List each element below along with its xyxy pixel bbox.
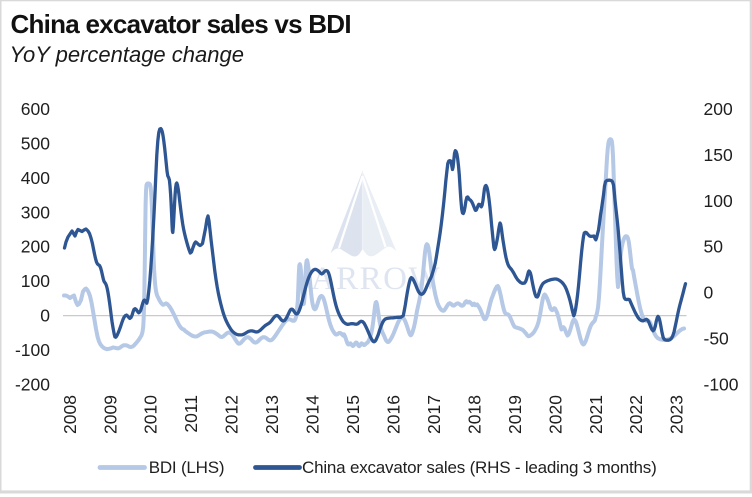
- svg-text:2016: 2016: [384, 395, 404, 434]
- svg-text:2018: 2018: [464, 395, 484, 434]
- svg-text:50: 50: [704, 237, 724, 257]
- svg-text:-100: -100: [704, 374, 739, 394]
- svg-text:2017: 2017: [424, 395, 444, 434]
- svg-text:2010: 2010: [141, 395, 161, 434]
- svg-text:2023: 2023: [667, 395, 687, 434]
- svg-text:China excavator sales (RHS - l: China excavator sales (RHS - leading 3 m…: [302, 458, 657, 477]
- svg-text:2020: 2020: [545, 395, 565, 434]
- svg-text:2009: 2009: [100, 395, 120, 434]
- svg-text:0: 0: [704, 283, 714, 303]
- svg-text:-200: -200: [15, 374, 50, 394]
- svg-text:2022: 2022: [626, 395, 646, 434]
- svg-text:500: 500: [21, 133, 50, 153]
- svg-text:200: 200: [21, 237, 50, 257]
- svg-text:300: 300: [21, 202, 50, 222]
- svg-text:2013: 2013: [262, 395, 282, 434]
- svg-text:-50: -50: [704, 329, 730, 349]
- svg-text:400: 400: [21, 168, 50, 188]
- svg-text:China excavator sales vs BDI: China excavator sales vs BDI: [11, 9, 351, 39]
- svg-text:YoY percentage change: YoY percentage change: [10, 42, 244, 67]
- svg-text:-100: -100: [15, 340, 50, 360]
- svg-text:0: 0: [40, 306, 50, 326]
- svg-text:150: 150: [704, 145, 733, 165]
- svg-text:2012: 2012: [222, 395, 242, 434]
- svg-text:100: 100: [704, 191, 733, 211]
- svg-text:2019: 2019: [505, 395, 525, 434]
- svg-text:100: 100: [21, 271, 50, 291]
- svg-text:2011: 2011: [181, 395, 201, 433]
- svg-text:2015: 2015: [343, 395, 363, 434]
- svg-text:200: 200: [704, 99, 733, 119]
- svg-text:2008: 2008: [60, 395, 80, 434]
- svg-text:BDI (LHS): BDI (LHS): [149, 458, 225, 477]
- svg-text:600: 600: [21, 99, 50, 119]
- svg-text:2014: 2014: [303, 395, 323, 434]
- svg-text:2021: 2021: [586, 395, 606, 434]
